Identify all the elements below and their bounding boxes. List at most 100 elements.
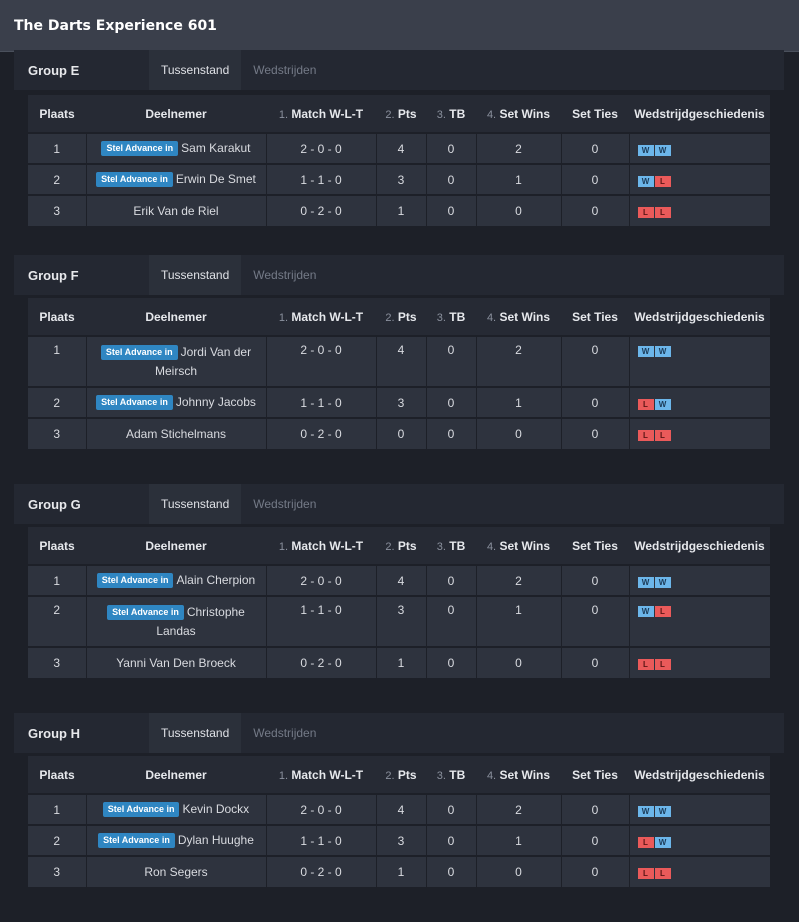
header-pts: 2. Pts: [376, 95, 426, 133]
header-set-ties: Set Ties: [561, 95, 629, 133]
set-advance-button[interactable]: Stel Advance in: [96, 395, 173, 410]
header-tb: 3. TB: [426, 756, 476, 794]
history-badge[interactable]: W: [637, 175, 654, 187]
header-tb-label: TB: [449, 309, 466, 324]
group-header: Group G Tussenstand Wedstrijden: [14, 484, 784, 524]
set-ties-cell: 0: [560, 855, 629, 887]
history-badge[interactable]: W: [654, 346, 671, 357]
pts-cell: 4: [375, 132, 426, 164]
header-set-wins: 4. Set Wins: [476, 95, 561, 133]
header-history: Wedstrijdgeschiedenis: [629, 298, 770, 336]
history-badge[interactable]: L: [637, 430, 654, 441]
standings-table: Plaats Deelnemer 1. Match W-L-T 2. Pts 3. TB…: [28, 95, 770, 226]
tab-matches[interactable]: Wedstrijden: [253, 268, 317, 282]
history-badge[interactable]: W: [637, 576, 654, 588]
participant-cell: Stel Advance in Dylan Huughe: [85, 824, 266, 856]
tab-standings[interactable]: Tussenstand: [149, 255, 242, 295]
header-pts: 2. Pts: [376, 527, 426, 565]
history-badge[interactable]: W: [637, 346, 654, 357]
participant-name: Adam Stichelmans: [125, 427, 227, 441]
history-badge[interactable]: W: [654, 805, 671, 817]
tb-cell: 0: [425, 163, 476, 195]
tb-cell: 0: [425, 132, 476, 164]
match-record-cell: 0 - 2 - 0: [265, 646, 376, 678]
history-badge[interactable]: L: [654, 175, 671, 187]
history-badge[interactable]: L: [637, 836, 654, 848]
history-badge[interactable]: L: [637, 398, 654, 410]
set-ties-cell: 0: [560, 564, 629, 596]
tb-cell: 0: [425, 564, 476, 596]
header-pts: 2. Pts: [376, 756, 426, 794]
history-badge[interactable]: W: [654, 576, 671, 588]
set-advance-button[interactable]: Stel Advance in: [96, 573, 174, 588]
header-match-label: Match W-L-T: [291, 106, 364, 121]
history-badge[interactable]: L: [654, 659, 671, 670]
match-record-cell: 2 - 0 - 0: [265, 793, 376, 825]
header-tb-label: TB: [449, 106, 466, 121]
history-badge[interactable]: L: [654, 606, 671, 617]
header-set-wins: 4. Set Wins: [476, 298, 561, 336]
set-advance-button[interactable]: Stel Advance in: [107, 605, 184, 620]
tab-standings[interactable]: Tussenstand: [149, 50, 242, 90]
history-badge[interactable]: L: [637, 868, 654, 879]
history-badge[interactable]: W: [637, 606, 654, 617]
set-ties-cell: 0: [560, 595, 629, 647]
header-set-wins-index: 4.: [486, 108, 497, 121]
match-record-cell: 2 - 0 - 0: [265, 564, 376, 596]
history-badge[interactable]: W: [637, 805, 654, 817]
header-pts-index: 2.: [385, 769, 395, 782]
history-badge[interactable]: L: [654, 868, 671, 879]
participant-name: Dylan Huughe: [177, 833, 254, 847]
header-set-ties: Set Ties: [561, 298, 629, 336]
history-badge[interactable]: L: [654, 430, 671, 441]
history-badge[interactable]: W: [654, 144, 671, 156]
tb-cell: 0: [425, 386, 476, 418]
tab-matches[interactable]: Wedstrijden: [253, 497, 317, 511]
participant-name: Alain Cherpion: [176, 573, 256, 587]
history-badge[interactable]: L: [637, 659, 654, 670]
header-place: Plaats: [28, 756, 86, 794]
header-history: Wedstrijdgeschiedenis: [629, 527, 770, 565]
history-badge[interactable]: W: [654, 398, 671, 410]
tab-standings[interactable]: Tussenstand: [149, 713, 242, 753]
tab-standings[interactable]: Tussenstand: [149, 484, 242, 524]
participant-cell: Stel Advance in Christophe Landas: [85, 595, 266, 647]
group-header: Group F Tussenstand Wedstrijden: [14, 255, 784, 295]
tab-matches[interactable]: Wedstrijden: [253, 63, 317, 77]
history-badge[interactable]: W: [654, 836, 671, 848]
history-badge[interactable]: L: [654, 207, 671, 218]
set-advance-button[interactable]: Stel Advance in: [101, 141, 179, 156]
set-wins-cell: 2: [475, 793, 561, 825]
tb-cell: 0: [425, 595, 476, 647]
header-pts-label: Pts: [397, 767, 417, 782]
place-cell: 3: [28, 417, 86, 449]
match-record-cell: 0 - 2 - 0: [265, 194, 376, 226]
tb-cell: 0: [425, 793, 476, 825]
set-wins-cell: 1: [475, 824, 561, 856]
standings-table: Plaats Deelnemer 1. Match W-L-T 2. Pts 3. TB…: [28, 298, 770, 449]
tab-matches[interactable]: Wedstrijden: [253, 726, 317, 740]
header-match-index: 1.: [278, 769, 289, 782]
set-advance-button[interactable]: Stel Advance in: [98, 833, 175, 848]
participant-name: Kevin Dockx: [182, 802, 250, 816]
history-badge[interactable]: L: [637, 207, 654, 218]
header-tb: 3. TB: [426, 527, 476, 565]
history-badge[interactable]: W: [637, 144, 654, 156]
pts-cell: 3: [375, 386, 426, 418]
header-participant: Deelnemer: [86, 95, 266, 133]
pts-cell: 3: [375, 163, 426, 195]
set-wins-cell: 0: [475, 646, 561, 678]
match-record-cell: 0 - 2 - 0: [265, 855, 376, 887]
header-tb: 3. TB: [426, 95, 476, 133]
tb-cell: 0: [425, 646, 476, 678]
set-advance-button[interactable]: Stel Advance in: [96, 172, 173, 187]
header-pts-label: Pts: [397, 309, 417, 324]
set-advance-button[interactable]: Stel Advance in: [102, 802, 180, 817]
set-advance-button[interactable]: Stel Advance in: [100, 345, 178, 360]
group-header: Group H Tussenstand Wedstrijden: [14, 713, 784, 753]
